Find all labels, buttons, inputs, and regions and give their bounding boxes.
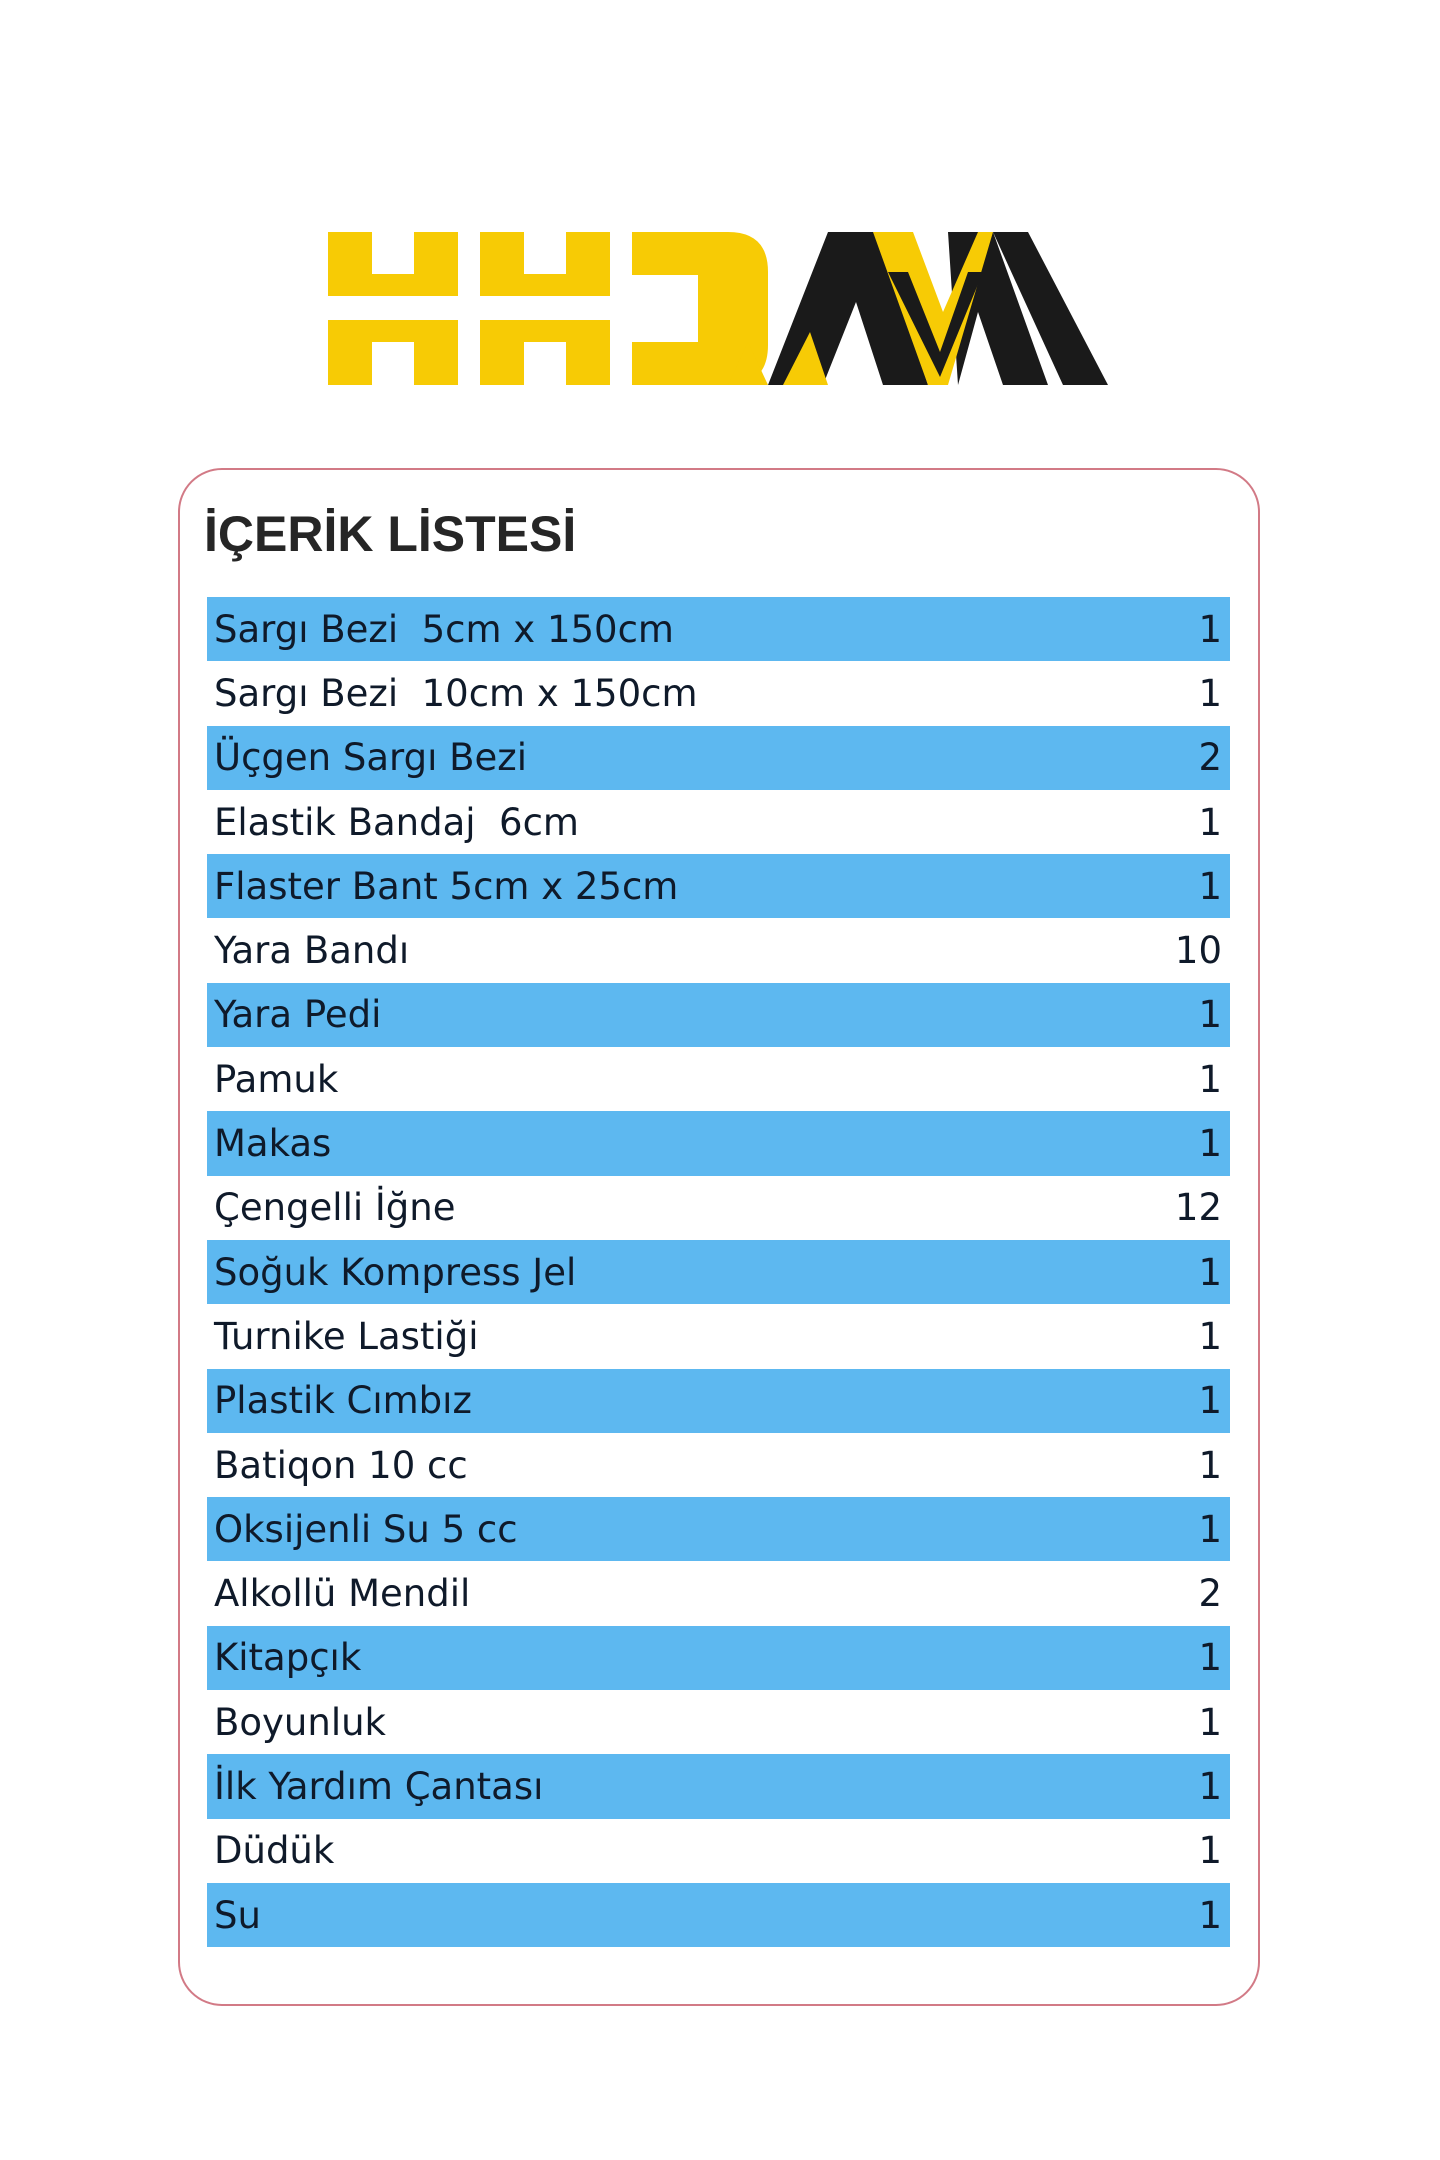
item-name: Kitapçık bbox=[214, 1636, 362, 1680]
list-item: Üçgen Sargı Bezi 2 bbox=[207, 725, 1230, 790]
list-item: Sargı Bezi 5cm x 150cm 1 bbox=[207, 597, 1230, 662]
item-quantity: 1 bbox=[1198, 1893, 1222, 1937]
list-item: Oksijenli Su 5 cc 1 bbox=[207, 1497, 1230, 1562]
list-item: Yara Bandı 10 bbox=[207, 918, 1230, 982]
list-item: Sargı Bezi 10cm x 150cm 1 bbox=[207, 661, 1230, 725]
contents-list-title: İÇERİK LİSTESİ bbox=[204, 506, 577, 562]
item-name: Pamuk bbox=[214, 1057, 339, 1101]
item-quantity: 2 bbox=[1198, 1572, 1222, 1616]
list-item: Soğuk Kompress Jel 1 bbox=[207, 1239, 1230, 1305]
item-quantity: 1 bbox=[1198, 1700, 1222, 1744]
item-name: Flaster Bant 5cm x 25cm bbox=[214, 864, 679, 908]
list-item: Flaster Bant 5cm x 25cm 1 bbox=[207, 854, 1230, 919]
item-name: Makas bbox=[214, 1122, 332, 1166]
item-quantity: 1 bbox=[1198, 1250, 1222, 1294]
item-name: Sargı Bezi 10cm x 150cm bbox=[214, 671, 698, 715]
list-item: Makas 1 bbox=[207, 1111, 1230, 1176]
item-quantity: 1 bbox=[1198, 607, 1222, 651]
list-item: Çengelli İğne 12 bbox=[207, 1176, 1230, 1240]
item-name: Plastik Cımbız bbox=[214, 1379, 472, 1423]
item-quantity: 1 bbox=[1198, 1764, 1222, 1808]
item-name: Su bbox=[214, 1893, 261, 1937]
list-item: Plastik Cımbız 1 bbox=[207, 1368, 1230, 1433]
item-quantity: 1 bbox=[1198, 1443, 1222, 1487]
item-name: Yara Bandı bbox=[214, 929, 410, 973]
list-item: Düdük 1 bbox=[207, 1819, 1230, 1883]
item-name: Yara Pedi bbox=[214, 993, 382, 1037]
list-item: Alkollü Mendil 2 bbox=[207, 1561, 1230, 1625]
item-name: Düdük bbox=[214, 1829, 335, 1873]
list-item: Pamuk 1 bbox=[207, 1047, 1230, 1111]
item-name: Turnike Lastiği bbox=[214, 1314, 479, 1358]
contents-list: Sargı Bezi 5cm x 150cm 1 Sargı Bezi 10cm x… bbox=[207, 597, 1230, 1948]
item-quantity: 1 bbox=[1198, 800, 1222, 844]
item-name: Soğuk Kompress Jel bbox=[214, 1250, 577, 1294]
item-name: Üçgen Sargı Bezi bbox=[214, 736, 527, 780]
item-name: Alkollü Mendil bbox=[214, 1572, 471, 1616]
item-quantity: 10 bbox=[1174, 929, 1222, 973]
item-name: Oksijenli Su 5 cc bbox=[214, 1507, 518, 1551]
list-item: Su 1 bbox=[207, 1882, 1230, 1948]
item-name: Boyunluk bbox=[214, 1700, 386, 1744]
item-quantity: 1 bbox=[1198, 993, 1222, 1037]
item-name: Sargı Bezi 5cm x 150cm bbox=[214, 607, 674, 651]
item-quantity: 1 bbox=[1198, 864, 1222, 908]
item-quantity: 2 bbox=[1198, 736, 1222, 780]
item-quantity: 1 bbox=[1198, 1057, 1222, 1101]
list-item: Yara Pedi 1 bbox=[207, 982, 1230, 1048]
item-quantity: 1 bbox=[1198, 1829, 1222, 1873]
kkdavm-logo bbox=[328, 232, 1108, 385]
item-name: Elastik Bandaj 6cm bbox=[214, 800, 579, 844]
item-quantity: 12 bbox=[1174, 1186, 1222, 1230]
item-quantity: 1 bbox=[1198, 1314, 1222, 1358]
item-quantity: 1 bbox=[1198, 671, 1222, 715]
list-item: Turnike Lastiği 1 bbox=[207, 1304, 1230, 1368]
contents-card bbox=[178, 468, 1260, 2006]
item-name: Batiqon 10 cc bbox=[214, 1443, 468, 1487]
item-quantity: 1 bbox=[1198, 1507, 1222, 1551]
list-item: Batiqon 10 cc 1 bbox=[207, 1433, 1230, 1497]
item-quantity: 1 bbox=[1198, 1636, 1222, 1680]
item-name: İlk Yardım Çantası bbox=[214, 1764, 544, 1808]
item-quantity: 1 bbox=[1198, 1379, 1222, 1423]
list-item: Boyunluk 1 bbox=[207, 1690, 1230, 1754]
list-item: İlk Yardım Çantası 1 bbox=[207, 1754, 1230, 1819]
item-name: Çengelli İğne bbox=[214, 1186, 456, 1230]
list-item: Kitapçık 1 bbox=[207, 1625, 1230, 1691]
item-quantity: 1 bbox=[1198, 1122, 1222, 1166]
list-item: Elastik Bandaj 6cm 1 bbox=[207, 790, 1230, 854]
